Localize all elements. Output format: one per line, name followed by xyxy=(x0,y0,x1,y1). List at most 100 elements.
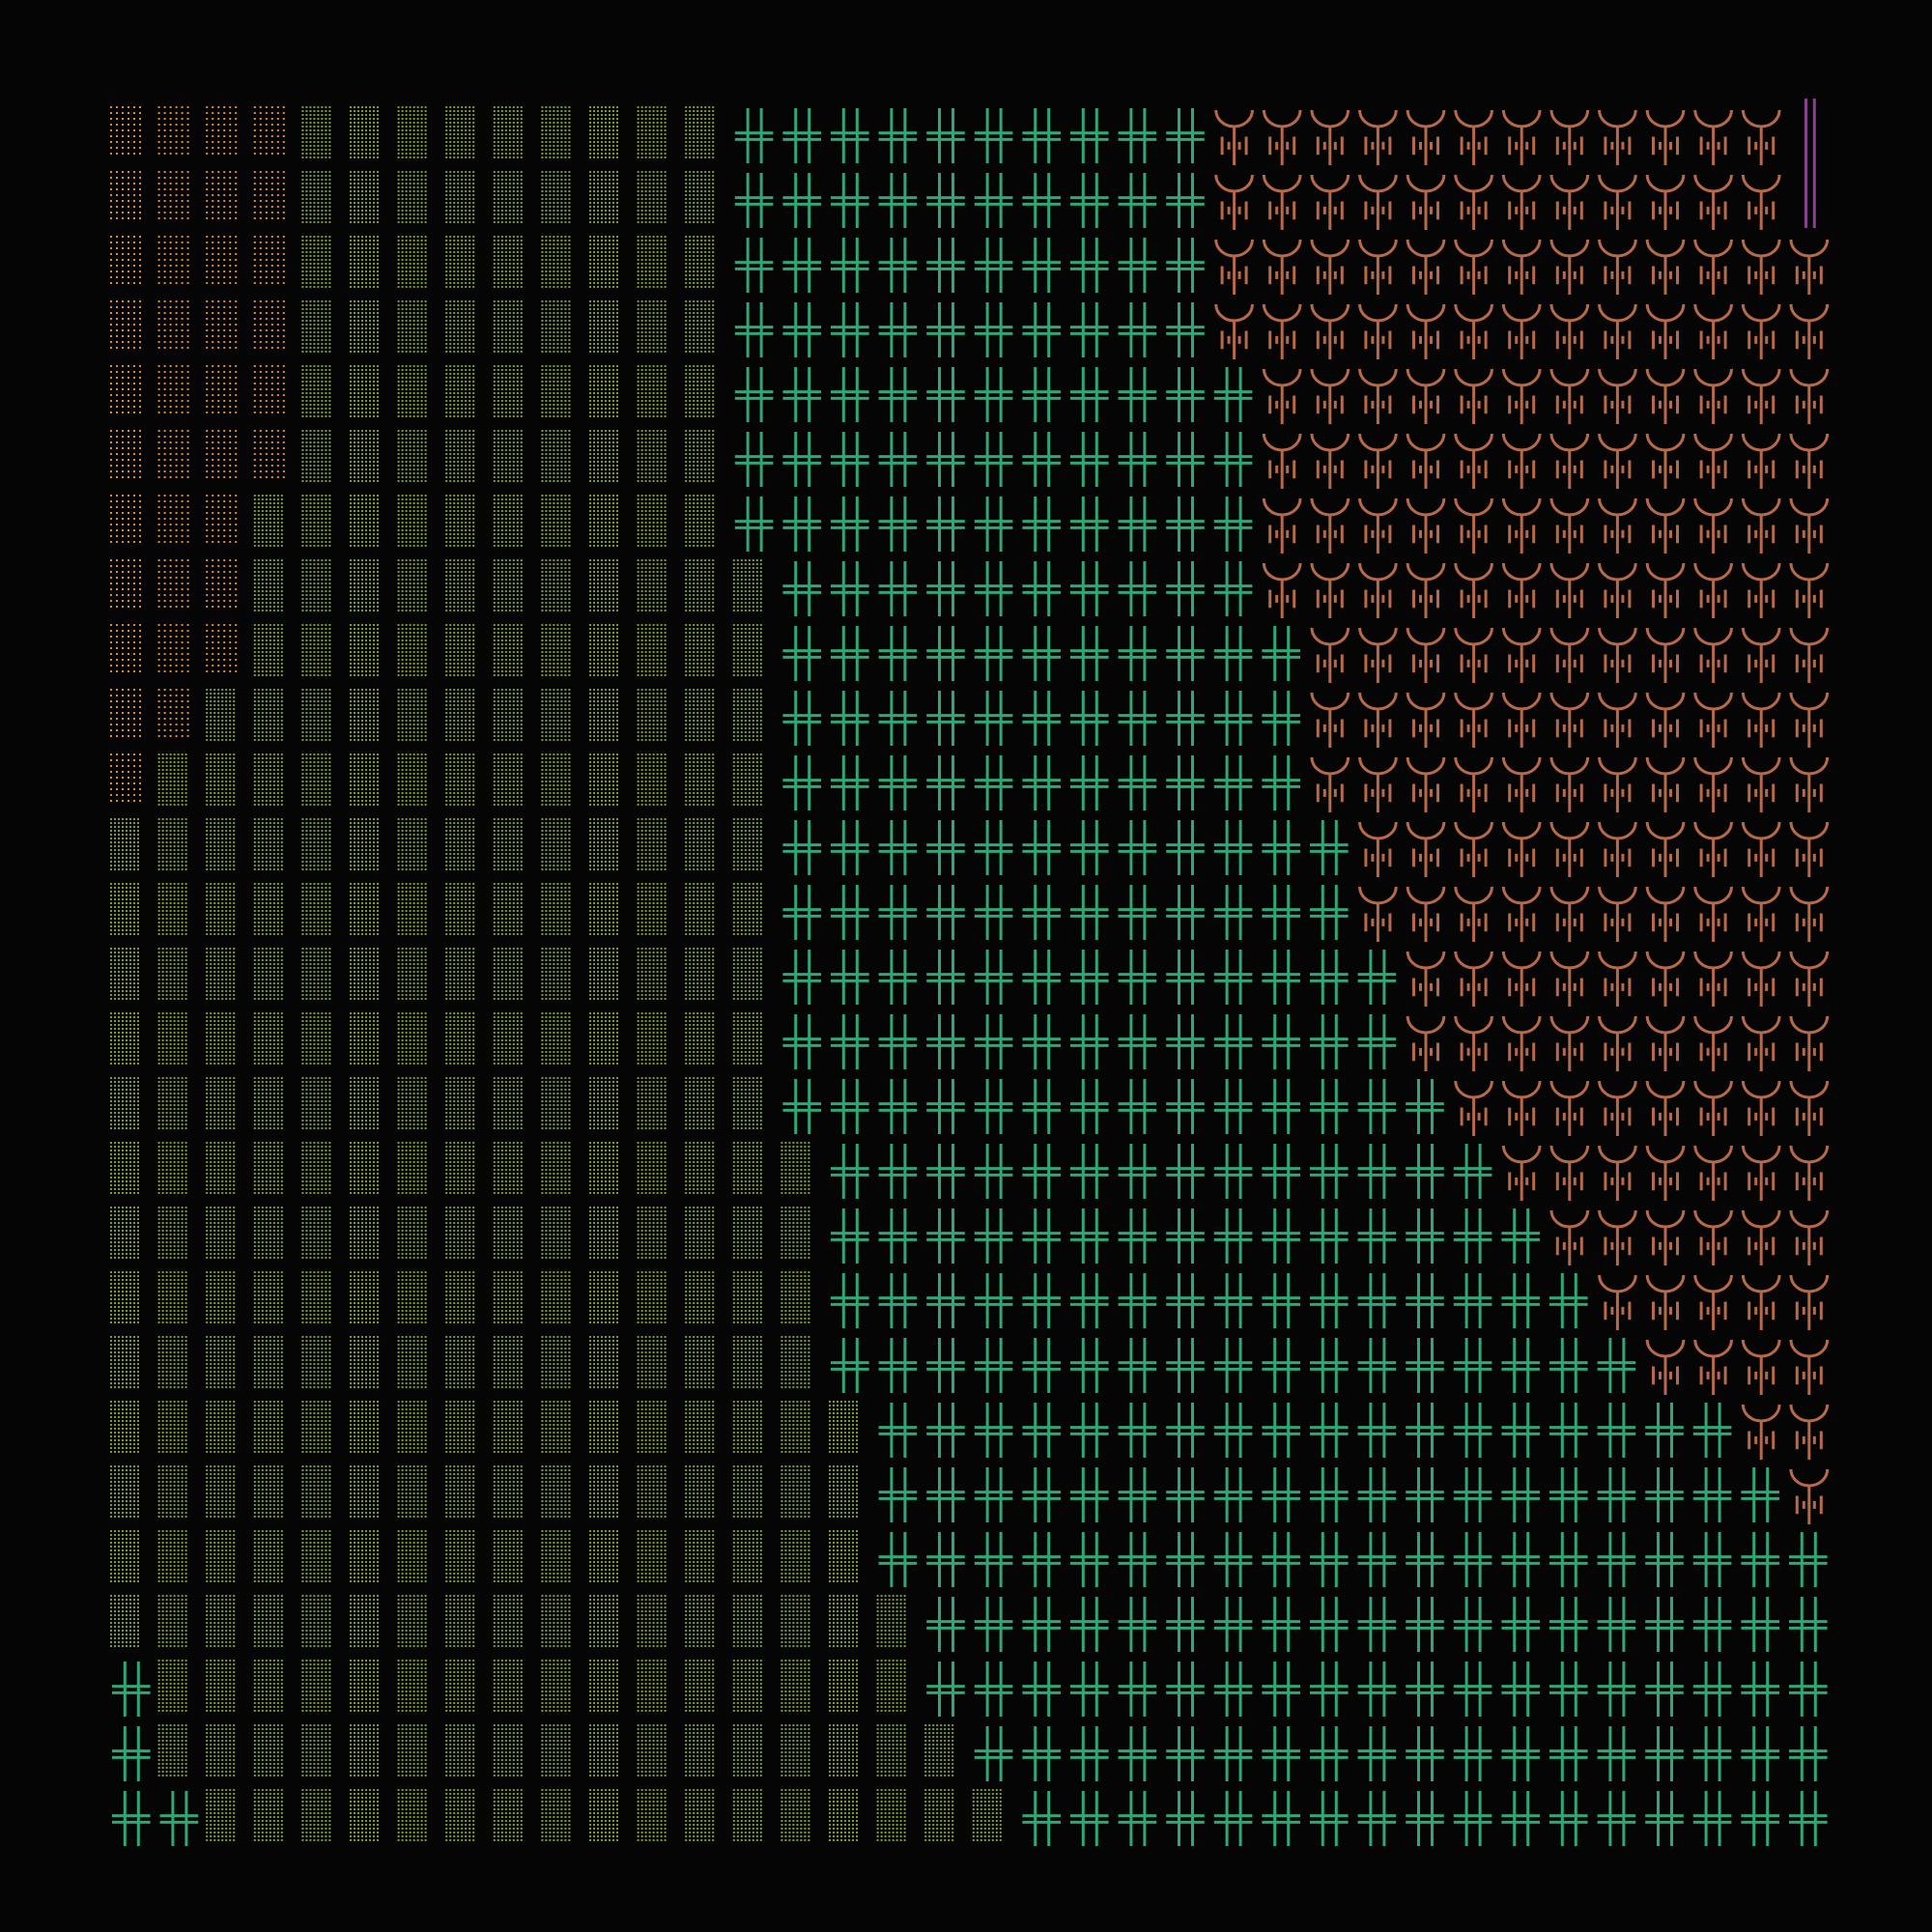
copper-fork-glyph xyxy=(1789,756,1830,812)
olive-dot-glyph xyxy=(685,171,715,223)
olive-dot-glyph xyxy=(781,1530,810,1582)
olive-dot-glyph xyxy=(350,1401,379,1453)
olive-dot-glyph xyxy=(589,365,618,417)
green-crosse-glyph xyxy=(831,691,869,746)
copper-fork-glyph xyxy=(1693,239,1733,295)
green-crosse-glyph xyxy=(1310,1079,1349,1134)
green-crosse-glyph xyxy=(1310,1662,1349,1717)
olive-dot-glyph xyxy=(732,818,762,870)
green-crosse-glyph xyxy=(1022,691,1061,746)
green-crosse-glyph xyxy=(1022,238,1061,293)
olive-dot-glyph xyxy=(829,1789,858,1841)
copper-fork-glyph xyxy=(1645,1209,1686,1265)
orange-dot-glyph xyxy=(110,495,141,543)
olive-dot-glyph xyxy=(493,1207,523,1259)
copper-fork-glyph xyxy=(1741,1145,1781,1201)
copper-fork-glyph xyxy=(1693,1015,1733,1071)
olive-dot-glyph xyxy=(541,365,571,417)
olive-dot-glyph xyxy=(493,171,523,223)
orange-dot-glyph xyxy=(110,171,141,219)
olive-dot-glyph xyxy=(350,430,379,482)
olive-dot-glyph xyxy=(685,883,715,935)
copper-fork-glyph xyxy=(1549,627,1590,683)
olive-dot-glyph xyxy=(685,365,715,417)
green-crosse-glyph xyxy=(878,302,918,357)
copper-fork-glyph xyxy=(1598,562,1637,618)
olive-dot-glyph xyxy=(397,818,427,870)
orange-dot-glyph xyxy=(206,624,238,672)
green-crosse-glyph xyxy=(1262,885,1300,940)
copper-fork-glyph xyxy=(1789,1404,1830,1460)
green-crosse-glyph xyxy=(1357,1791,1397,1846)
green-crosse-glyph xyxy=(1213,1467,1253,1522)
olive-dot-glyph xyxy=(157,1595,187,1647)
green-crosse-glyph xyxy=(1645,1403,1684,1458)
olive-dot-glyph xyxy=(206,689,236,741)
green-crosse-glyph xyxy=(1597,1403,1636,1458)
green-crosse-glyph xyxy=(831,950,869,1005)
green-crosse-glyph xyxy=(974,561,1013,616)
green-crosse-glyph xyxy=(1070,691,1109,746)
green-crosse-glyph xyxy=(1070,820,1109,875)
copper-fork-glyph xyxy=(1549,109,1590,165)
copper-fork-glyph xyxy=(1358,562,1398,618)
olive-dot-glyph xyxy=(350,171,379,223)
olive-dot-glyph xyxy=(445,1401,475,1453)
olive-dot-glyph xyxy=(445,1271,475,1323)
green-crosse-glyph xyxy=(1166,820,1205,875)
green-crosse-glyph xyxy=(926,238,965,293)
olive-dot-glyph xyxy=(206,1401,236,1453)
copper-fork-glyph xyxy=(1645,174,1686,230)
copper-fork-glyph xyxy=(1789,886,1830,942)
olive-dot-glyph xyxy=(350,689,379,741)
green-crosse-glyph xyxy=(1453,1726,1492,1781)
copper-fork-glyph xyxy=(1310,368,1350,424)
green-crosse-glyph xyxy=(1357,1726,1397,1781)
copper-fork-glyph xyxy=(1789,433,1830,489)
copper-fork-glyph xyxy=(1693,1209,1733,1265)
olive-dot-glyph xyxy=(301,430,331,482)
olive-dot-glyph xyxy=(350,883,379,935)
olive-dot-glyph xyxy=(589,1465,618,1518)
olive-dot-glyph xyxy=(253,1142,283,1194)
green-crosse-glyph xyxy=(1406,1403,1444,1458)
olive-dot-glyph xyxy=(493,624,523,676)
olive-dot-glyph xyxy=(110,883,139,935)
copper-fork-glyph xyxy=(1406,692,1446,748)
green-crosse-glyph xyxy=(1213,1662,1253,1717)
olive-dot-glyph xyxy=(253,1595,283,1647)
olive-dot-glyph xyxy=(110,1336,139,1388)
green-crosse-glyph xyxy=(831,885,869,940)
olive-dot-glyph xyxy=(253,495,283,547)
copper-fork-glyph xyxy=(1598,1145,1637,1201)
green-crosse-glyph xyxy=(1166,1726,1205,1781)
olive-dot-glyph xyxy=(685,1401,715,1453)
orange-dot-glyph xyxy=(110,430,141,478)
copper-fork-glyph xyxy=(1310,627,1350,683)
olive-dot-glyph xyxy=(157,1530,187,1582)
copper-fork-glyph xyxy=(1310,562,1350,618)
green-crosse-glyph xyxy=(1166,1597,1205,1652)
olive-dot-glyph xyxy=(541,1142,571,1194)
copper-fork-glyph xyxy=(1501,1080,1542,1136)
green-crosse-glyph xyxy=(1213,1403,1253,1458)
copper-fork-glyph xyxy=(1214,239,1254,295)
olive-dot-glyph xyxy=(829,1401,858,1453)
copper-fork-glyph xyxy=(1693,951,1733,1007)
olive-dot-glyph xyxy=(685,559,715,611)
copper-fork-glyph xyxy=(1262,303,1302,359)
green-crosse-glyph xyxy=(1213,561,1253,616)
olive-dot-glyph xyxy=(206,948,236,1000)
copper-fork-glyph xyxy=(1310,174,1350,230)
orange-dot-glyph xyxy=(110,624,141,672)
olive-dot-glyph xyxy=(206,1142,236,1194)
olive-dot-glyph xyxy=(589,1336,618,1388)
green-crosse-glyph xyxy=(1262,691,1300,746)
copper-fork-glyph xyxy=(1598,886,1637,942)
olive-dot-glyph xyxy=(541,1401,571,1453)
orange-dot-glyph xyxy=(110,753,141,802)
olive-dot-glyph xyxy=(397,1530,427,1582)
olive-dot-glyph xyxy=(589,948,618,1000)
olive-dot-glyph xyxy=(589,300,618,353)
green-crosse-glyph xyxy=(974,367,1013,422)
